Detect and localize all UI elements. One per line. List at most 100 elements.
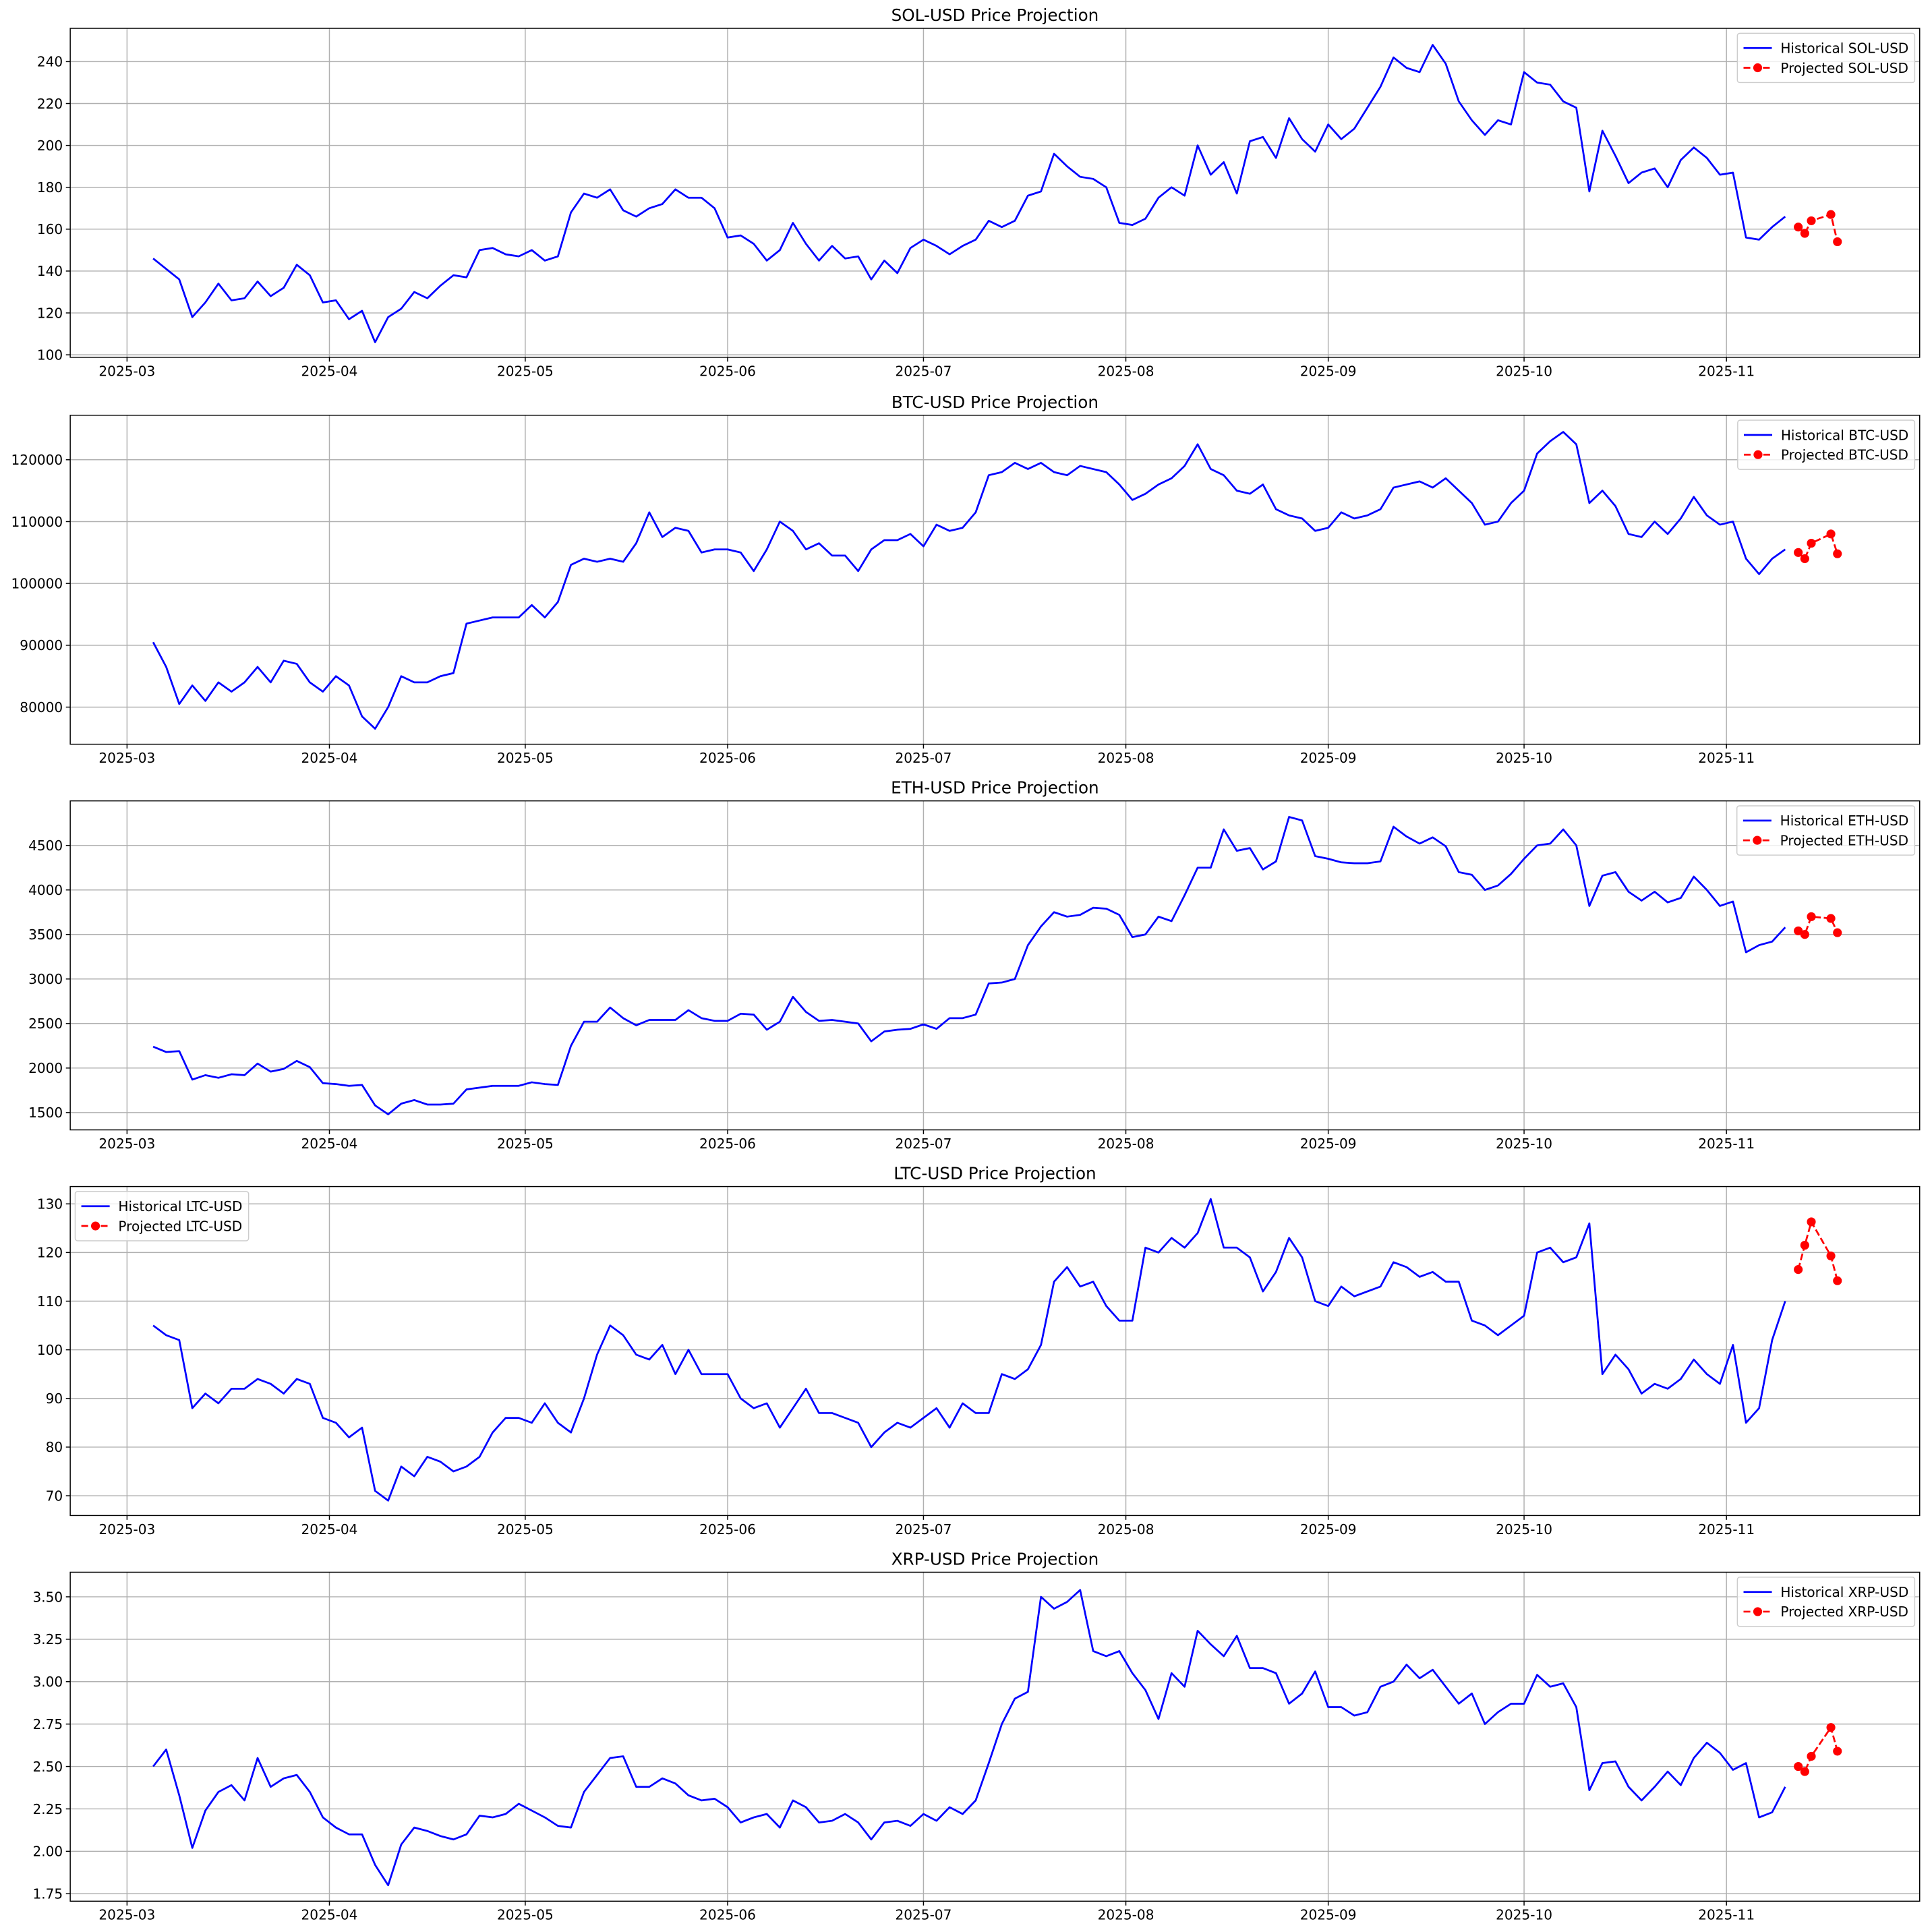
y-tick-label: 2.25 bbox=[32, 1801, 63, 1817]
x-tick-label: 2025-05 bbox=[497, 1907, 554, 1923]
x-tick-label: 2025-07 bbox=[895, 1907, 952, 1923]
x-tick-label: 2025-03 bbox=[98, 1521, 155, 1538]
y-tick-label: 3.25 bbox=[32, 1631, 63, 1647]
x-tick-label: 2025-04 bbox=[301, 1907, 358, 1923]
marker bbox=[1833, 237, 1842, 247]
legend-marker bbox=[91, 1221, 100, 1231]
legend-label: Projected SOL-USD bbox=[1780, 60, 1908, 76]
x-tick-label: 2025-03 bbox=[98, 1907, 155, 1923]
y-tick-label: 90000 bbox=[20, 637, 63, 653]
x-tick-label: 2025-08 bbox=[1098, 1136, 1154, 1152]
x-tick-label: 2025-10 bbox=[1496, 1136, 1552, 1152]
x-tick-label: 2025-10 bbox=[1496, 363, 1552, 379]
x-tick-label: 2025-05 bbox=[497, 363, 554, 379]
x-tick-label: 2025-07 bbox=[895, 1136, 952, 1152]
marker bbox=[1807, 216, 1816, 225]
legend: Historical XRP-USD Projected XRP-USD bbox=[1736, 1577, 1916, 1627]
y-tick-label: 110000 bbox=[11, 514, 63, 530]
marker bbox=[1800, 1767, 1809, 1776]
marker bbox=[1833, 1747, 1842, 1756]
y-tick-label: 2.50 bbox=[32, 1759, 63, 1775]
legend-label: Historical LTC-USD bbox=[118, 1198, 242, 1214]
x-tick-label: 2025-04 bbox=[301, 1521, 358, 1538]
y-tick-label: 70 bbox=[46, 1488, 63, 1504]
legend-marker bbox=[1753, 63, 1763, 73]
legend: Historical SOL-USD Projected SOL-USD bbox=[1736, 32, 1916, 84]
chart-title: ETH-USD Price Projection bbox=[891, 778, 1099, 798]
x-tick-label: 2025-06 bbox=[699, 363, 756, 379]
marker bbox=[1800, 229, 1809, 238]
y-tick-label: 100 bbox=[37, 1342, 63, 1358]
legend-box bbox=[1737, 419, 1916, 470]
marker bbox=[1794, 223, 1803, 232]
x-tick-label: 2025-06 bbox=[699, 1521, 756, 1538]
y-tick-label: 120000 bbox=[11, 452, 63, 468]
y-tick-label: 130 bbox=[37, 1196, 63, 1212]
legend-box bbox=[1736, 32, 1916, 84]
y-tick-label: 3500 bbox=[28, 927, 63, 943]
marker bbox=[1794, 548, 1803, 557]
y-tick-label: 100 bbox=[37, 347, 63, 363]
legend-box bbox=[1736, 805, 1916, 856]
x-tick-label: 2025-08 bbox=[1098, 1521, 1154, 1538]
x-tick-label: 2025-04 bbox=[301, 363, 358, 379]
y-tick-label: 1500 bbox=[28, 1105, 63, 1121]
y-tick-label: 4000 bbox=[28, 882, 63, 898]
y-tick-label: 110 bbox=[37, 1293, 63, 1310]
y-tick-label: 180 bbox=[37, 179, 63, 196]
x-tick-label: 2025-05 bbox=[497, 750, 554, 766]
series-line bbox=[152, 431, 1786, 730]
series-line bbox=[152, 816, 1786, 1115]
axes-frame bbox=[69, 28, 1921, 358]
x-tick-label: 2025-09 bbox=[1300, 1136, 1357, 1152]
x-tick-label: 2025-09 bbox=[1300, 1521, 1357, 1538]
marker bbox=[1833, 549, 1842, 558]
y-tick-label: 2.75 bbox=[32, 1716, 63, 1732]
marker bbox=[1826, 914, 1836, 923]
legend: Historical ETH-USD Projected ETH-USD bbox=[1736, 805, 1916, 856]
axes-frame bbox=[69, 1185, 1921, 1517]
series-line bbox=[152, 44, 1786, 343]
y-tick-label: 120 bbox=[37, 305, 63, 321]
y-tick-label: 90 bbox=[46, 1391, 63, 1407]
marker bbox=[1826, 210, 1836, 219]
x-tick-label: 2025-08 bbox=[1098, 1907, 1154, 1923]
y-tick-label: 4500 bbox=[28, 838, 63, 854]
x-tick-label: 2025-04 bbox=[301, 750, 358, 766]
y-tick-label: 80000 bbox=[20, 699, 63, 715]
plot-area bbox=[152, 431, 1842, 730]
series-line bbox=[152, 1198, 1786, 1502]
legend-marker bbox=[1753, 1607, 1763, 1616]
subplot: LTC-USD Price Projection 2025-03 2025-04 20… bbox=[37, 1164, 1921, 1538]
chart-title: LTC-USD Price Projection bbox=[894, 1164, 1096, 1183]
marker bbox=[1833, 1276, 1842, 1285]
y-tick-label: 100000 bbox=[11, 575, 63, 591]
legend-label: Historical BTC-USD bbox=[1781, 427, 1908, 443]
x-tick-label: 2025-03 bbox=[98, 750, 155, 766]
subplot: SOL-USD Price Projection 2025-03 2025-04 20… bbox=[37, 5, 1921, 379]
y-tick-label: 3.00 bbox=[32, 1674, 63, 1690]
subplot: XRP-USD Price Projection 2025-03 2025-04 20… bbox=[32, 1550, 1921, 1923]
legend-label: Historical XRP-USD bbox=[1780, 1584, 1908, 1600]
x-tick-label: 2025-08 bbox=[1098, 363, 1154, 379]
plot-area bbox=[152, 816, 1842, 1115]
marker bbox=[1794, 1265, 1803, 1275]
legend-label: Projected LTC-USD bbox=[118, 1218, 242, 1234]
x-tick-label: 2025-10 bbox=[1496, 750, 1552, 766]
axes-frame bbox=[69, 415, 1921, 745]
legend: Historical BTC-USD Projected BTC-USD bbox=[1737, 419, 1916, 470]
series-line bbox=[1797, 1221, 1839, 1281]
chart-title: XRP-USD Price Projection bbox=[891, 1550, 1099, 1569]
x-tick-label: 2025-09 bbox=[1300, 1907, 1357, 1923]
chart-title: SOL-USD Price Projection bbox=[891, 5, 1099, 25]
legend-marker bbox=[1753, 450, 1763, 459]
y-tick-label: 1.75 bbox=[32, 1886, 63, 1902]
marker bbox=[1833, 928, 1842, 937]
marker bbox=[1826, 529, 1836, 539]
subplot: BTC-USD Price Projection 2025-03 2025-04 20… bbox=[11, 392, 1921, 766]
legend-marker bbox=[1753, 836, 1762, 845]
x-tick-label: 2025-11 bbox=[1698, 363, 1755, 379]
x-tick-label: 2025-04 bbox=[301, 1136, 358, 1152]
marker bbox=[1800, 930, 1809, 939]
